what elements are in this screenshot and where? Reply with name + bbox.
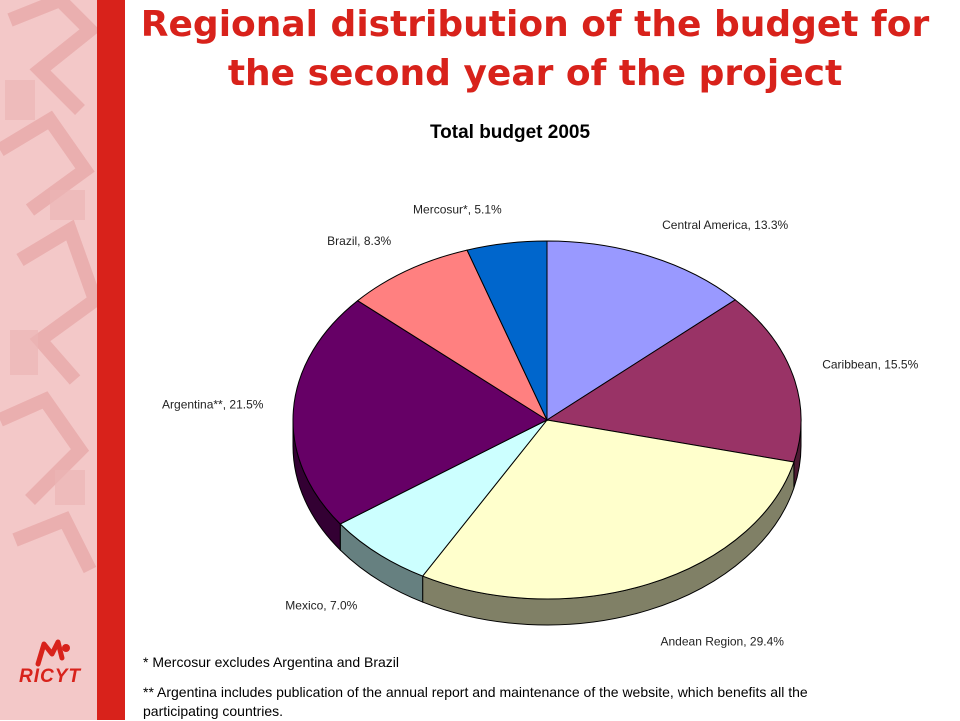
chart-title: Total budget 2005: [429, 122, 591, 143]
page-title: Regional distribution of the budget for …: [140, 4, 930, 94]
label-mercosur: Mercosur*, 5.1%: [413, 203, 502, 217]
sidebar-pattern: [0, 0, 97, 574]
accent-bar: [97, 0, 125, 720]
slice-mercosur: [466, 240, 548, 421]
pie-labels: Central America, 13.3% Caribbean, 15.5% An…: [162, 203, 919, 649]
label-caribbean: Caribbean, 15.5%: [822, 357, 918, 371]
label-brazil: Brazil, 8.3%: [327, 234, 391, 248]
slice-argentina: [292, 300, 549, 525]
slice-andean-region: [421, 419, 795, 600]
logo-text: RICYT: [19, 666, 81, 687]
slice-caribbean: [545, 299, 802, 463]
ricyt-logo-mark: [35, 639, 70, 667]
pie-tops: [292, 240, 802, 600]
pie-chart: Central America, 13.3% Caribbean, 15.5% An…: [162, 203, 919, 649]
label-mexico: Mexico, 7.0%: [285, 599, 357, 613]
slice-mexico: [339, 419, 548, 577]
slice-brazil: [356, 249, 549, 422]
footnote-mercosur: * Mercosur excludes Argentina and Brazil: [143, 654, 400, 670]
label-argentina: Argentina**, 21.5%: [162, 398, 264, 412]
slice-central-america: [546, 240, 737, 421]
label-central-america: Central America, 13.3%: [662, 218, 788, 232]
label-andean-region: Andean Region, 29.4%: [661, 635, 785, 649]
footnote-argentina: ** Argentina includes publication of the…: [143, 684, 808, 719]
ricyt-logo: RICYT: [8, 636, 92, 696]
sidebar-decoration: RICYT: [0, 0, 97, 720]
